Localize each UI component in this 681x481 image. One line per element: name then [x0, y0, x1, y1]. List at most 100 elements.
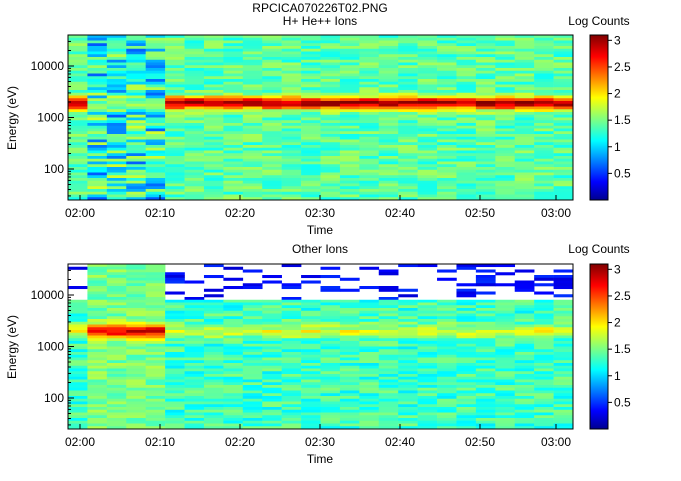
colorbar-label: Log Counts	[568, 14, 629, 28]
x-tick-label: 02:30	[305, 206, 335, 220]
heatmap-cell	[126, 92, 146, 96]
heatmap-cell	[359, 401, 380, 405]
heatmap-cell	[184, 341, 205, 345]
heatmap-cell	[106, 167, 127, 171]
heatmap-cell	[475, 92, 496, 96]
heatmap-cell	[456, 324, 477, 328]
heatmap-cell	[359, 147, 380, 151]
heatmap-cell	[339, 43, 360, 47]
heatmap-cell	[301, 84, 321, 88]
heatmap-cell	[320, 92, 341, 96]
heatmap-cell	[203, 363, 224, 367]
heatmap-cell	[145, 310, 166, 314]
heatmap-cell	[339, 142, 360, 146]
heatmap-cell	[553, 156, 574, 160]
heatmap-cell	[456, 40, 477, 44]
heatmap-cell	[106, 313, 127, 317]
heatmap-cell	[242, 150, 263, 154]
heatmap-cell	[68, 310, 88, 314]
heatmap-cell	[320, 95, 341, 99]
heatmap-cell	[456, 385, 477, 389]
heatmap-cell	[68, 112, 88, 116]
heatmap-cell	[165, 84, 185, 88]
heatmap-cell	[262, 387, 282, 391]
heatmap-cell	[203, 341, 224, 345]
heatmap-cell	[203, 316, 224, 320]
heatmap-cell	[553, 332, 574, 336]
heatmap-cell	[281, 92, 302, 96]
heatmap-cell	[301, 112, 321, 116]
heatmap-cell	[553, 112, 574, 116]
heatmap-cell	[262, 415, 282, 419]
heatmap-cell	[165, 92, 185, 96]
heatmap-cell	[359, 376, 380, 380]
heatmap-cell	[281, 43, 302, 47]
heatmap-cell	[320, 341, 341, 345]
heatmap-cell	[359, 299, 380, 303]
heatmap-cell	[475, 404, 496, 408]
heatmap-cell	[301, 161, 321, 165]
heatmap-cell	[203, 374, 224, 378]
heatmap-cell	[223, 426, 244, 430]
heatmap-cell	[359, 371, 380, 375]
heatmap-cell	[534, 382, 554, 386]
heatmap-cell	[242, 332, 263, 336]
heatmap-cell	[281, 286, 302, 290]
heatmap-cell	[106, 401, 127, 405]
heatmap-cell	[165, 125, 185, 129]
heatmap-cell	[320, 46, 341, 50]
heatmap-cell	[242, 145, 263, 149]
heatmap-cell	[145, 57, 166, 61]
heatmap-cell	[281, 51, 302, 55]
heatmap-cell	[262, 158, 282, 162]
heatmap-cell	[456, 178, 477, 182]
heatmap-cell	[495, 76, 516, 80]
heatmap-cell	[359, 103, 380, 107]
heatmap-cell	[514, 87, 535, 91]
heatmap-cell	[437, 101, 457, 105]
heatmap-cell	[165, 382, 185, 386]
heatmap-cell	[242, 426, 263, 430]
heatmap-cell	[281, 35, 302, 39]
heatmap-cell	[437, 70, 457, 74]
colorbar-tick-label: 2	[614, 87, 621, 101]
heatmap-cell	[378, 109, 399, 113]
heatmap-cell	[223, 330, 244, 334]
heatmap-cell	[417, 426, 438, 430]
heatmap-cell	[68, 156, 88, 160]
heatmap-cell	[417, 346, 438, 350]
heatmap-cell	[126, 291, 146, 295]
heatmap-cell	[203, 305, 224, 309]
heatmap-cell	[398, 46, 418, 50]
heatmap-cell	[495, 426, 516, 430]
heatmap-cell	[184, 189, 205, 193]
heatmap-cell	[553, 68, 574, 72]
heatmap-cell	[320, 123, 341, 127]
heatmap-cell	[475, 365, 496, 369]
heatmap-cell	[87, 393, 108, 397]
heatmap-cell	[106, 142, 127, 146]
heatmap-cell	[126, 352, 146, 356]
heatmap-cell	[398, 401, 418, 405]
heatmap-cell	[87, 62, 108, 66]
heatmap-cell	[203, 194, 224, 198]
heatmap-cell	[68, 346, 88, 350]
heatmap-cell	[262, 357, 282, 361]
heatmap-cell	[165, 349, 185, 353]
heatmap-cell	[417, 73, 438, 77]
heatmap-cell	[378, 106, 399, 110]
heatmap-cell	[417, 379, 438, 383]
heatmap-cell	[165, 299, 185, 303]
heatmap-cell	[184, 321, 205, 325]
heatmap-cell	[106, 280, 127, 284]
heatmap-cell	[514, 79, 535, 83]
heatmap-cell	[495, 48, 516, 52]
y-axis-label: Energy (eV)	[5, 86, 19, 150]
heatmap-cell	[398, 92, 418, 96]
heatmap-cell	[203, 48, 224, 52]
heatmap-cell	[106, 294, 127, 298]
heatmap-cell	[145, 418, 166, 422]
heatmap-cell	[437, 123, 457, 127]
heatmap-cell	[320, 169, 341, 173]
heatmap-cell	[106, 305, 127, 309]
